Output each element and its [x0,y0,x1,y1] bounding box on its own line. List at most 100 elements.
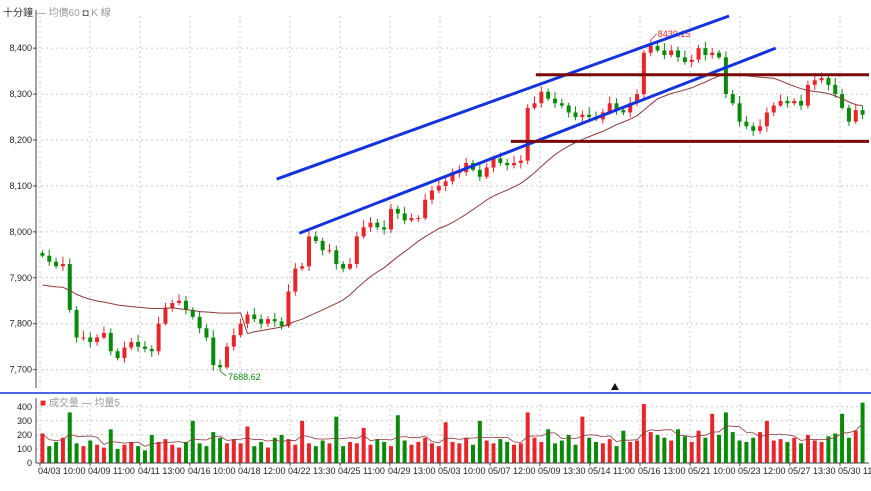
candle-body [265,319,270,324]
candle-body [484,167,489,177]
volume-ma-legend-dash: — [81,398,95,409]
candle-body [587,114,592,118]
candle-body [300,266,305,269]
volume-bar [723,412,728,463]
candle-body [778,100,783,106]
volume-tick-label: 100 [17,444,32,454]
volume-tick-label: 400 [17,402,32,412]
candle-body [149,348,154,352]
volume-bar [669,440,674,463]
volume-bar [792,437,797,463]
volume-bar [539,441,544,463]
candle-body [669,50,674,56]
volume-bar [429,443,434,463]
volume-bar [47,446,52,463]
volume-bar [74,443,79,463]
candle-body [67,264,72,310]
volume-bar [423,437,428,463]
volume-bar [580,416,585,463]
volume-bar [402,440,407,463]
volume-bar [655,434,660,463]
volume-tick-label: 200 [17,430,32,440]
candle-body [764,112,769,127]
volume-bar [635,440,640,463]
volume-bar [293,444,298,463]
candle-body [177,300,182,304]
price-tick-label: 7,700 [9,365,32,375]
volume-bar [136,446,141,463]
candle-body [272,319,277,322]
volume-bar [518,443,523,463]
price-tick-label: 8,200 [9,135,32,145]
ma-legend-dash: — [35,8,49,19]
volume-bar [662,437,667,463]
volume-bar [231,439,236,463]
candle-body [286,291,291,326]
time-tick-label: 05/09 13:30 [538,466,586,476]
price-tick-label: 8,300 [9,89,32,99]
candle-body [539,91,544,104]
candle-body [799,100,804,106]
candle-body [402,213,407,221]
volume-bar [764,420,769,463]
volume-bar [443,422,448,463]
volume-average-line [42,423,863,447]
time-tick-label: 05/27 13:30 [788,466,836,476]
candle-body [252,314,257,320]
volume-bar [717,434,722,463]
volume-bar [60,437,65,463]
candle-body [409,218,414,221]
volume-bar [553,443,558,463]
candle-body [368,222,373,228]
candle-body [429,190,434,200]
candle-body [354,236,359,264]
volume-bar [416,441,421,463]
candle-body [74,309,79,338]
candle-body [648,45,653,53]
volume-bar [450,441,455,463]
price-tick-label: 8,400 [9,43,32,53]
candle-body [826,78,831,85]
volume-legend-label: 成交量 [48,398,79,409]
time-tick-label: 05/16 13:00 [638,466,686,476]
candle-body [860,110,865,115]
volume-bar [457,443,462,463]
price-panel-header: 十分鐘 — 均價60 ◘ K 線 [3,4,111,19]
candle-body [334,250,339,264]
candle-body [559,103,564,106]
low-callout-line [219,370,227,377]
volume-bar [149,434,154,463]
volume-bar [272,437,277,463]
volume-bar [95,444,100,463]
volume-bar [156,441,161,463]
candle-body [607,103,612,113]
candle-body [580,114,585,118]
volume-bar [484,440,489,463]
price-tick-label: 7,800 [9,319,32,329]
candle-body [532,103,537,108]
volume-bar [594,441,599,463]
candle-body [553,98,558,104]
candle-body [416,218,421,220]
candle-body [628,103,633,113]
candle-body [142,346,147,349]
volume-bar [512,444,517,463]
candle-body [744,121,749,127]
volume-bar [259,441,264,463]
price-tick-label: 8,000 [9,227,32,237]
candle-body [635,94,640,104]
candle-body [245,314,250,324]
candle-body [306,236,311,267]
time-tick-label: 05/07 12:00 [488,466,536,476]
volume-bar [300,420,305,463]
time-tick-label: 04/18 12:00 [238,466,286,476]
volume-bar [129,441,134,463]
volume-bar [833,433,838,463]
candle-body [662,50,667,56]
candle-body [477,169,482,177]
candle-body [347,264,352,269]
candle-body [689,59,694,62]
volume-bar [163,439,168,463]
volume-bar [347,441,352,463]
candle-body [204,328,209,338]
